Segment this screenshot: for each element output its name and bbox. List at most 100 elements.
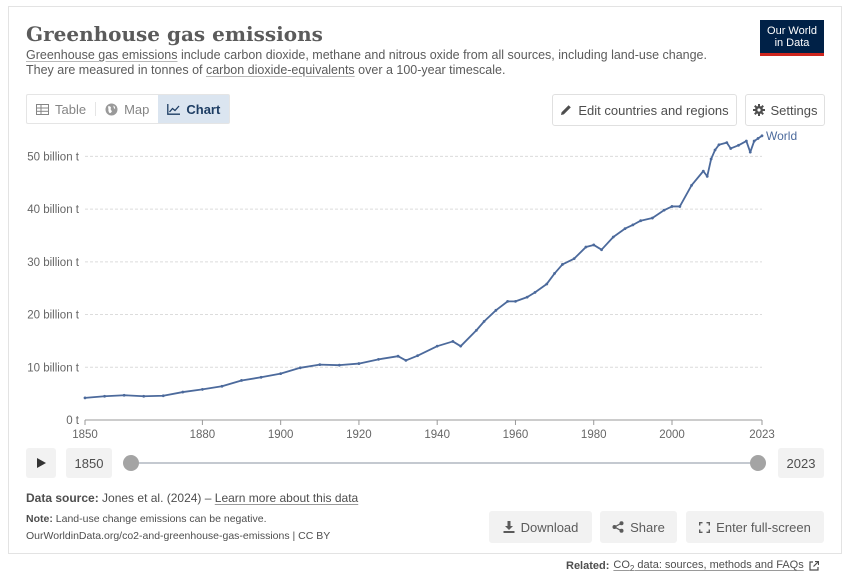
data-point (717, 143, 721, 147)
data-point (600, 248, 603, 252)
settings-label: Settings (770, 102, 818, 118)
external-link-icon (809, 561, 819, 571)
download-label: Download (520, 519, 579, 535)
pencil-icon (561, 105, 572, 115)
timeline-track[interactable] (131, 462, 758, 464)
data-point (318, 363, 322, 367)
play-icon (36, 458, 46, 468)
data-point (705, 175, 709, 178)
timeline-end-year[interactable]: 2023 (778, 448, 824, 478)
learn-more-link[interactable]: Learn more about this data (214, 491, 359, 505)
x-tick-label: 1920 (346, 429, 372, 441)
data-point (377, 357, 380, 361)
data-source: Data source: Jones et al. (2024) – Learn… (26, 491, 358, 505)
tab-map[interactable]: Map (96, 95, 158, 123)
timeline-start-year[interactable]: 1850 (66, 448, 112, 478)
co2-equivalents-link[interactable]: carbon dioxide-equivalents (205, 63, 355, 77)
chart-title: Greenhouse gas emissions (26, 22, 323, 46)
data-point (435, 344, 439, 348)
data-point (752, 139, 756, 143)
related-label: Related: (566, 560, 610, 573)
data-point (533, 291, 537, 294)
tab-chart[interactable]: Chart (158, 95, 230, 123)
share-icon (612, 521, 624, 533)
tab-table[interactable]: Table (27, 95, 95, 123)
share-label: Share (630, 519, 665, 535)
x-tick-label: 2000 (659, 429, 685, 441)
x-tick-label: 2023 (749, 429, 775, 441)
tab-table-label: Table (55, 101, 87, 117)
related-links: Related: CO2 data: sources, methods and … (566, 559, 819, 573)
emissions-line-chart: 0 t 10 billion t 20 billion t 30 billion t 4… (27, 130, 797, 441)
data-point (584, 245, 588, 249)
expand-icon (699, 521, 711, 533)
data-point (737, 143, 740, 147)
logo-accent-bar (760, 53, 824, 56)
line-chart-icon (167, 103, 181, 115)
co2-faq-link[interactable]: CO2 data: sources, methods and FAQs (613, 559, 803, 573)
x-tick-label: 1940 (424, 429, 450, 441)
data-point (142, 394, 146, 398)
data-point (200, 388, 204, 391)
fullscreen-button[interactable]: Enter full-screen (686, 511, 824, 543)
timeline-start-handle[interactable] (123, 455, 139, 471)
data-point (572, 257, 576, 261)
data-point (494, 308, 498, 312)
data-point (181, 390, 185, 394)
download-button[interactable]: Download (489, 511, 592, 543)
subtitle-text-1: include carbon dioxide, methane and nitr… (177, 48, 707, 62)
edit-countries-label: Edit countries and regions (578, 102, 729, 118)
data-point (220, 384, 224, 388)
y-tick-label: 40 billion t (27, 204, 80, 216)
data-point (690, 183, 693, 187)
data-point (506, 299, 510, 303)
chart-url[interactable]: OurWorldinData.org/co2-and-greenhouse-ga… (26, 530, 331, 542)
edit-countries-button[interactable]: Edit countries and regions (552, 94, 737, 126)
data-point (482, 320, 486, 323)
source-text: Jones et al. (2024) – (98, 491, 215, 505)
data-point (240, 379, 243, 382)
data-point (756, 137, 760, 140)
share-button[interactable]: Share (600, 511, 677, 543)
data-point (670, 205, 674, 208)
data-point (514, 299, 517, 303)
data-point (611, 235, 615, 239)
data-point (451, 340, 455, 343)
data-point (161, 394, 165, 398)
logo-line-2: in Data (774, 37, 810, 49)
x-tick-label: 1980 (581, 429, 607, 441)
data-point (122, 393, 126, 397)
timeline-end-handle[interactable] (750, 455, 766, 471)
x-tick-label: 1960 (503, 429, 529, 441)
x-tick-label: 1880 (190, 429, 216, 441)
download-icon (503, 521, 515, 533)
table-icon (36, 103, 49, 115)
data-point (631, 223, 635, 227)
data-point (701, 169, 705, 173)
view-tabs: Table Map Chart (26, 94, 231, 124)
subtitle-text-3: over a 100-year timescale. (354, 63, 506, 77)
data-point (298, 366, 302, 370)
subtitle-text-2: They are measured in tonnes of (26, 63, 206, 77)
data-point (103, 394, 106, 398)
play-button[interactable] (26, 448, 56, 478)
data-point (525, 295, 529, 299)
gear-icon (752, 104, 765, 116)
ghg-definition-link[interactable]: Greenhouse gas emissions (26, 48, 178, 62)
settings-button[interactable]: Settings (745, 94, 825, 126)
y-tick-label: 10 billion t (27, 362, 80, 374)
data-point (259, 375, 263, 379)
data-point (474, 328, 478, 332)
tab-chart-label: Chart (186, 101, 221, 117)
data-point (662, 208, 666, 212)
data-point (279, 372, 283, 375)
owid-logo[interactable]: Our World in Data (760, 20, 824, 56)
data-point (729, 147, 733, 150)
data-point (561, 263, 564, 266)
series-line-world (84, 135, 763, 399)
data-point (748, 150, 752, 154)
globe-icon (105, 103, 118, 115)
data-point (709, 157, 713, 161)
data-point (639, 219, 643, 223)
fullscreen-label: Enter full-screen (716, 519, 811, 535)
